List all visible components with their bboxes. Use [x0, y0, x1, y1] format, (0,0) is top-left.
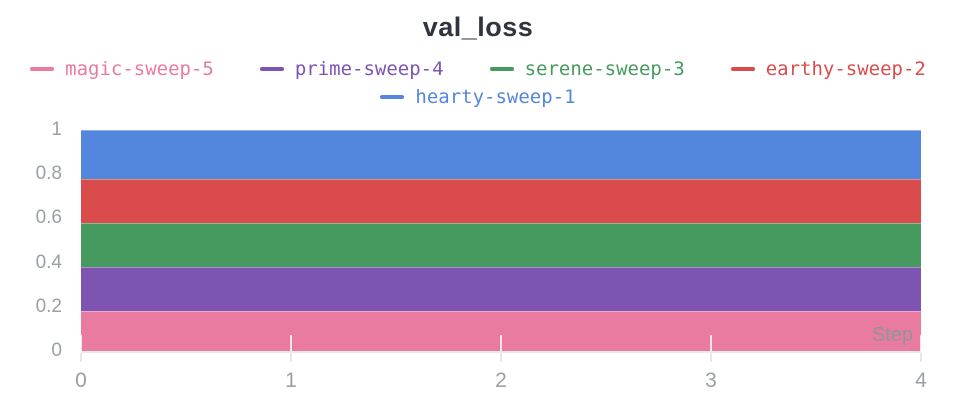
legend-label: prime-sweep-4: [294, 58, 444, 80]
x-tick-label: 3: [705, 369, 717, 392]
y-axis-labels: 0 0.2 0.4 0.6 0.8 1: [0, 119, 62, 361]
legend-item-hearty-sweep-1[interactable]: hearty-sweep-1: [380, 85, 576, 109]
y-tick-label: 0.4: [35, 251, 62, 273]
legend-line-swatch: [259, 67, 284, 71]
x-axis-labels: 0 1 2 3 4: [75, 369, 927, 395]
x-tick-mark: [290, 335, 292, 351]
x-tick-mark: [80, 335, 82, 351]
y-tick-label: 0.8: [35, 163, 62, 185]
legend-row: magic-sweep-5 prime-sweep-4 serene-sweep-3…: [0, 57, 956, 81]
legend-item-earthy-sweep-2[interactable]: earthy-sweep-2: [730, 57, 926, 81]
legend-label: hearty-sweep-1: [415, 86, 576, 108]
legend-item-magic-sweep-5[interactable]: magic-sweep-5: [30, 57, 214, 81]
x-tick-label: 0: [75, 369, 87, 392]
legend-line-swatch: [380, 95, 405, 99]
x-tick-mark: [290, 353, 292, 362]
chart-title: val_loss: [422, 12, 534, 42]
legend-item-prime-sweep-4[interactable]: prime-sweep-4: [259, 57, 444, 81]
legend-row: hearty-sweep-1: [0, 85, 956, 109]
legend-label: magic-sweep-5: [65, 58, 214, 80]
x-tick-label: 4: [915, 369, 927, 392]
series-band-hearty-sweep-1: [81, 130, 921, 179]
y-tick-label: 0.6: [35, 207, 62, 229]
x-axis-line: [81, 351, 921, 353]
x-tick-mark: [80, 353, 82, 362]
legend: magic-sweep-5 prime-sweep-4 serene-sweep-3…: [0, 57, 956, 113]
x-tick-mark: [500, 353, 502, 362]
x-tick-mark: [500, 335, 502, 351]
x-tick-mark: [710, 335, 712, 351]
legend-label: earthy-sweep-2: [765, 58, 926, 80]
legend-line-swatch: [30, 67, 55, 71]
series-band-serene-sweep-3: [81, 222, 921, 268]
y-tick-label: 0: [51, 340, 62, 361]
legend-line-swatch: [489, 67, 514, 71]
x-tick-mark: [920, 335, 922, 351]
x-tick-label: 2: [495, 369, 507, 392]
x-tick-mark: [710, 353, 712, 362]
y-tick-label: 1: [51, 119, 62, 140]
legend-label: serene-sweep-3: [524, 58, 685, 80]
series-band-earthy-sweep-2: [81, 178, 921, 223]
plot-area[interactable]: Step: [80, 130, 922, 351]
legend-line-swatch: [730, 67, 755, 71]
legend-item-serene-sweep-3[interactable]: serene-sweep-3: [489, 57, 685, 81]
x-tick-label: 1: [285, 369, 297, 392]
series-band-prime-sweep-4: [81, 267, 921, 312]
x-tick-mark: [920, 353, 922, 362]
x-axis-title: Step: [871, 324, 913, 346]
y-tick-label: 0.2: [35, 295, 62, 317]
